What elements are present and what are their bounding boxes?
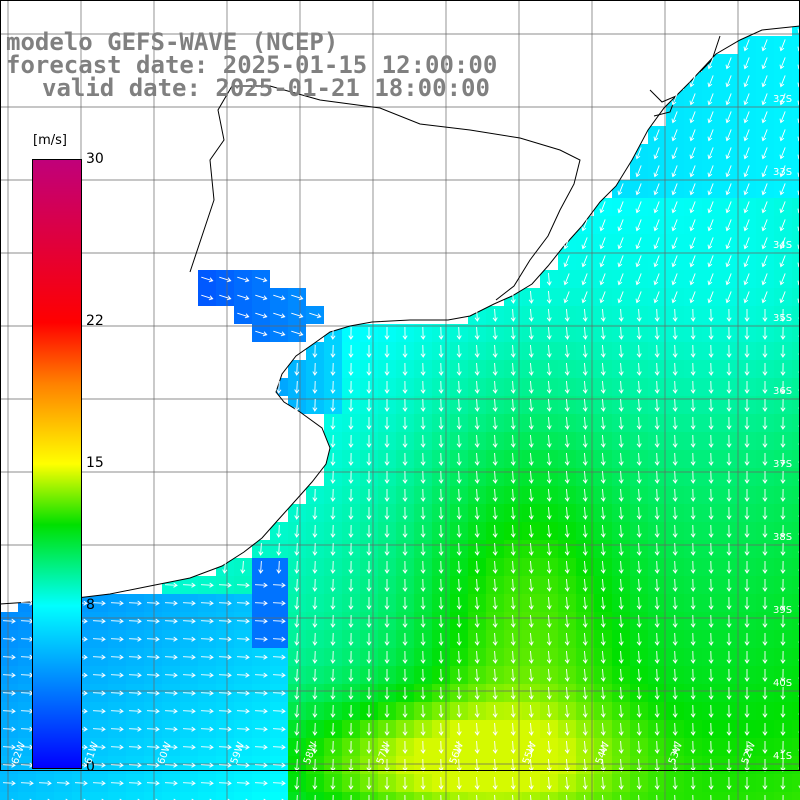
lat-label-36s: 36S bbox=[773, 386, 793, 397]
lat-label-32s: 32S bbox=[773, 94, 793, 105]
lat-label-33s: 33S bbox=[773, 167, 793, 178]
lat-label-34s: 34S bbox=[773, 240, 793, 251]
colorbar bbox=[32, 159, 82, 769]
lat-label-35s: 35S bbox=[773, 313, 793, 324]
colorbar-tick-22: 22 bbox=[86, 313, 104, 330]
colorbar-tick-8: 8 bbox=[86, 596, 95, 613]
lat-label-40s: 40S bbox=[773, 678, 793, 689]
forecast-date: forecast date: 2025-01-15 12:00:00 bbox=[6, 51, 498, 79]
model-title: modelo GEFS-WAVE (NCEP) bbox=[6, 28, 339, 56]
colorbar-tick-30: 30 bbox=[86, 151, 104, 167]
colorbar-unit: [m/s] bbox=[33, 133, 67, 148]
lat-label-38s: 38S bbox=[773, 532, 793, 543]
colorbar-tick-0: 0 bbox=[86, 759, 95, 775]
wind-vectors bbox=[2, 10, 800, 800]
border-line bbox=[189, 85, 581, 301]
lat-label-37s: 37S bbox=[773, 459, 793, 470]
lat-label-41s: 41S bbox=[773, 751, 793, 762]
land-mask bbox=[0, 0, 800, 604]
coastline bbox=[0, 25, 800, 605]
valid-date: valid date: 2025-01-21 18:00:00 bbox=[42, 74, 490, 102]
colorbar-tick-15: 15 bbox=[86, 455, 104, 471]
lat-label-39s: 39S bbox=[773, 605, 793, 616]
